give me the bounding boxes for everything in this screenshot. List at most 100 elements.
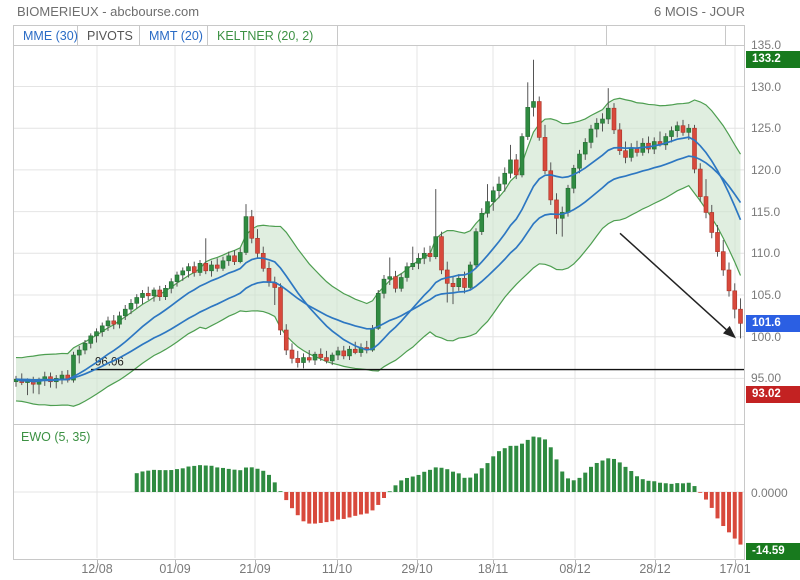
ewo-bar-positive	[571, 480, 576, 492]
candle-down	[617, 129, 623, 152]
candle-up	[312, 353, 318, 361]
date-tick-mark	[417, 560, 418, 564]
candle-down	[295, 358, 301, 363]
candle-down	[554, 199, 559, 219]
price-tick-label: 125.0	[751, 121, 782, 136]
keltner-lower-line	[15, 184, 742, 407]
ewo-bar-positive	[531, 436, 536, 492]
candle-down	[715, 232, 720, 252]
ewo-bar-positive	[428, 469, 432, 492]
candle-down	[393, 276, 398, 289]
date-tick-label: 21/09	[239, 562, 271, 576]
ewo-bar-negative	[324, 492, 329, 523]
candle-down	[324, 357, 329, 362]
ewo-bar-positive	[238, 470, 243, 492]
candle-down	[278, 287, 283, 331]
candle-up	[628, 147, 634, 158]
candle-down	[352, 348, 358, 353]
candle-up	[128, 303, 134, 310]
price-tick-label: 95.00	[751, 371, 782, 386]
candle-down	[542, 137, 548, 172]
candle-up	[117, 315, 122, 325]
ewo-bar-positive	[134, 473, 139, 492]
candle-up	[663, 136, 669, 146]
ewo-bar-positive	[175, 469, 179, 492]
ewo-zero-label: 0.0000	[751, 486, 788, 500]
candle-up	[582, 142, 588, 155]
candle-up	[404, 266, 410, 278]
legend-item-pivots: PIVOTS	[78, 26, 140, 45]
candle-down	[191, 266, 197, 273]
ewo-bar-positive	[393, 485, 398, 492]
candle-up	[387, 276, 393, 280]
ewo-bar-positive	[652, 481, 657, 492]
candle-down	[680, 125, 686, 133]
candle-down	[611, 107, 617, 131]
period-low-badge: 93.02	[746, 386, 800, 403]
ewo-bar-positive	[163, 470, 168, 492]
candle-up	[99, 325, 105, 332]
candle-up	[180, 270, 186, 276]
ewo-bar-positive	[548, 447, 553, 492]
candle-up	[571, 167, 577, 189]
ewo-bar-negative	[318, 492, 323, 523]
ewo-bar-positive	[629, 471, 634, 492]
mme30-line	[15, 155, 742, 381]
ewo-bar-positive	[226, 468, 231, 492]
candle-up	[600, 118, 605, 124]
candle-up	[243, 216, 249, 253]
ewo-bar-negative	[698, 492, 703, 493]
candle-down	[548, 170, 554, 201]
candle-up	[220, 260, 226, 269]
ewo-bar-positive	[261, 470, 266, 492]
indicator-legend: MME (30) PIVOTS MMT (20) KELTNER (20, 2)	[13, 25, 745, 46]
date-tick-mark	[97, 560, 98, 564]
candle-up	[375, 293, 381, 329]
ewo-bar-negative	[336, 492, 340, 520]
last-price-badge: 101.6	[746, 315, 800, 332]
ewo-bar-positive	[387, 491, 392, 493]
ewo-bar-positive	[215, 467, 220, 492]
date-tick-label: 17/01	[719, 562, 751, 576]
price-tick-label: 135.0	[751, 37, 782, 52]
ewo-bar-positive	[692, 486, 697, 492]
candle-down	[289, 349, 295, 359]
ewo-bar-positive	[422, 471, 427, 492]
candle-up	[674, 125, 680, 132]
ewo-bar-negative	[290, 492, 294, 509]
ewo-bar-positive	[232, 469, 237, 492]
ewo-bar-positive	[249, 467, 254, 492]
legend-item-keltner: KELTNER (20, 2)	[208, 26, 339, 45]
ewo-bar-negative	[715, 492, 720, 519]
ewo-bar-negative	[341, 492, 346, 519]
ewo-bar-negative	[359, 492, 363, 515]
date-tick-mark	[493, 560, 494, 564]
date-tick-label: 08/12	[559, 562, 591, 576]
ewo-bar-positive	[623, 466, 628, 492]
candle-up	[479, 212, 485, 232]
date-tick-mark	[255, 560, 256, 564]
price-tick-label: 130.0	[751, 79, 782, 94]
ewo-bar-negative	[347, 492, 352, 518]
date-tick-mark	[735, 560, 736, 564]
ewo-bar-positive	[520, 443, 524, 492]
date-tick-mark	[337, 560, 338, 564]
candle-up	[410, 263, 416, 267]
candle-up	[88, 335, 94, 344]
ewo-bar-positive	[497, 451, 501, 492]
instrument-title: BIOMERIEUX - abcbourse.com	[17, 4, 200, 19]
ewo-bar-positive	[508, 445, 513, 492]
oscillator-panel	[13, 425, 745, 560]
date-tick-label: 29/10	[401, 562, 433, 576]
ewo-bar-positive	[537, 437, 542, 492]
ewo-bar-negative	[330, 492, 335, 522]
ewo-bar-negative	[727, 492, 731, 533]
legend-empty-cell	[726, 26, 744, 45]
legend-item-mme30: MME (30)	[14, 26, 78, 45]
candle-down	[306, 357, 312, 361]
price-tick-label: 110.0	[751, 246, 781, 261]
date-tick-label: 18/11	[477, 562, 509, 576]
ewo-bar-negative	[709, 492, 714, 508]
ewo-bar-positive	[209, 465, 214, 492]
ewo-bar-positive	[646, 480, 651, 492]
